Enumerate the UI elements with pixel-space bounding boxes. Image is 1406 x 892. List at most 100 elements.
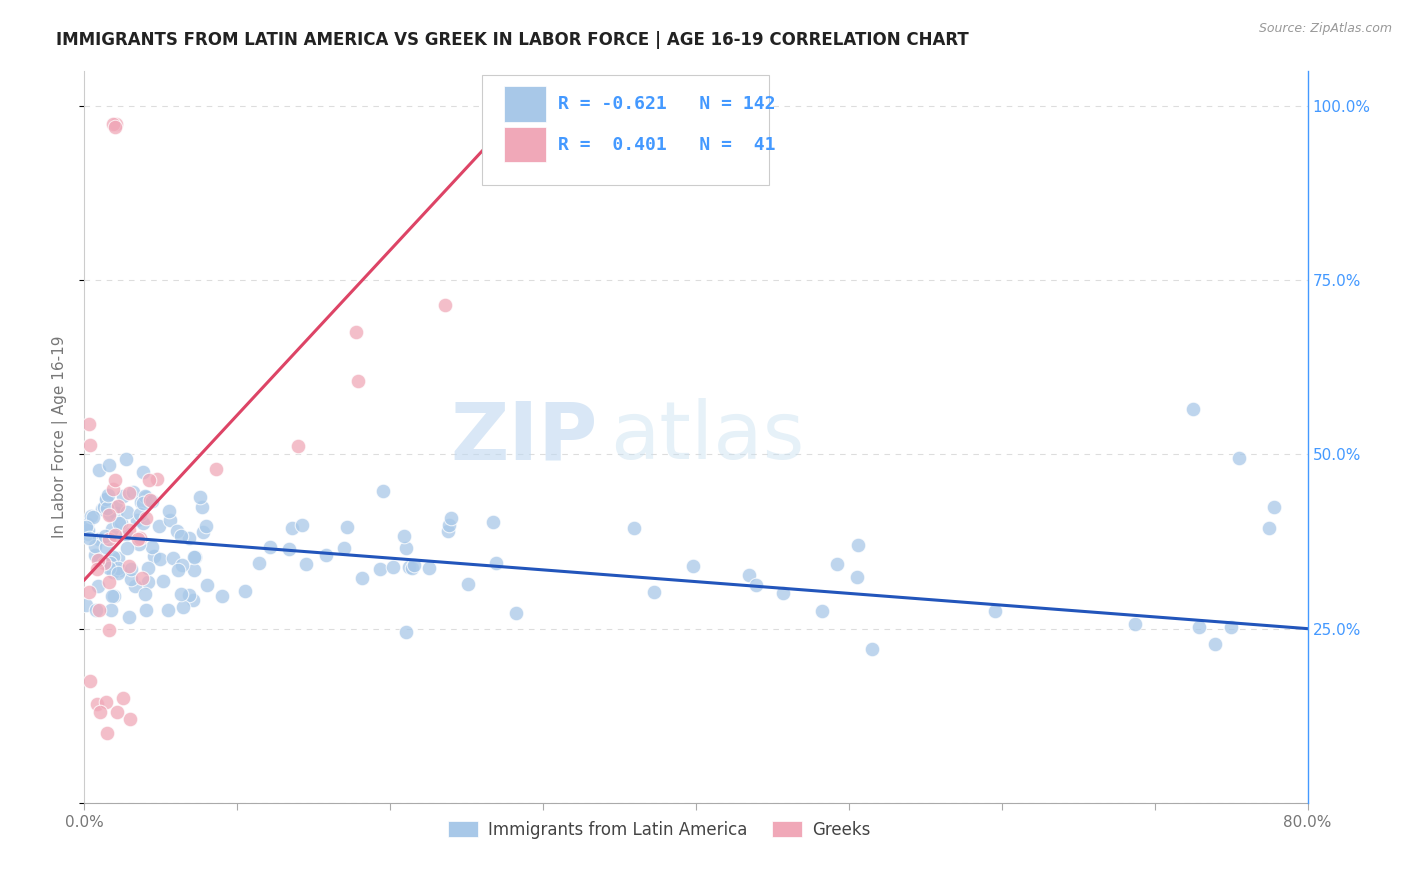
- Point: [98, 556, 121, 570]
- Point: [76, 516, 98, 531]
- Point: [101, 566, 124, 580]
- Point: [77, 532, 100, 546]
- Point: [148, 519, 170, 533]
- Point: [352, 571, 374, 585]
- Point: [170, 558, 193, 572]
- Point: [89, 552, 111, 566]
- Point: [1123, 617, 1146, 632]
- Point: [76, 523, 98, 537]
- Text: atlas: atlas: [610, 398, 804, 476]
- Point: [291, 518, 314, 533]
- Point: [136, 561, 159, 575]
- Point: [103, 549, 125, 564]
- Point: [482, 515, 505, 529]
- Point: [115, 527, 138, 541]
- Point: [89, 463, 111, 477]
- Point: [86, 553, 108, 567]
- Point: [96, 695, 118, 709]
- Point: [104, 561, 127, 575]
- Point: [82, 510, 104, 524]
- Point: [118, 523, 141, 537]
- Point: [86, 562, 108, 576]
- Point: [117, 505, 139, 519]
- FancyBboxPatch shape: [503, 87, 546, 122]
- Point: [846, 570, 869, 584]
- Point: [105, 500, 128, 515]
- Point: [135, 511, 157, 525]
- Point: [485, 556, 508, 570]
- Point: [118, 609, 141, 624]
- Point: [96, 726, 118, 740]
- Point: [77, 527, 100, 541]
- Point: [738, 567, 761, 582]
- Point: [117, 541, 139, 555]
- Point: [141, 494, 163, 508]
- Point: [83, 539, 105, 553]
- Text: ZIP: ZIP: [451, 398, 598, 476]
- Point: [112, 489, 135, 503]
- Point: [142, 549, 165, 564]
- Point: [249, 556, 271, 570]
- Point: [440, 511, 463, 525]
- Point: [105, 117, 128, 131]
- Point: [79, 438, 101, 452]
- Point: [183, 549, 205, 564]
- Point: [129, 531, 152, 545]
- Point: [104, 120, 127, 134]
- Point: [96, 501, 118, 516]
- Point: [1188, 620, 1211, 634]
- Point: [336, 520, 359, 534]
- Point: [382, 560, 405, 574]
- Point: [97, 561, 120, 575]
- Point: [120, 712, 142, 726]
- Point: [190, 500, 212, 514]
- Point: [1181, 402, 1204, 417]
- Legend: Immigrants from Latin America, Greeks: Immigrants from Latin America, Greeks: [441, 814, 877, 846]
- Point: [172, 599, 194, 614]
- Point: [98, 507, 121, 521]
- Point: [118, 559, 141, 574]
- Point: [1263, 500, 1285, 514]
- Point: [105, 506, 128, 520]
- Point: [105, 705, 128, 719]
- Point: [75, 598, 97, 612]
- Point: [152, 574, 174, 588]
- Point: [134, 587, 156, 601]
- Point: [107, 499, 129, 513]
- Point: [149, 551, 172, 566]
- Text: IMMIGRANTS FROM LATIN AMERICA VS GREEK IN LABOR FORCE | AGE 16-19 CORRELATION CH: IMMIGRANTS FROM LATIN AMERICA VS GREEK I…: [56, 31, 969, 49]
- Point: [295, 557, 318, 571]
- Point: [179, 531, 201, 545]
- Point: [128, 508, 150, 522]
- Point: [100, 603, 122, 617]
- Point: [1204, 637, 1226, 651]
- Point: [107, 550, 129, 565]
- Point: [333, 541, 356, 555]
- Point: [195, 578, 218, 592]
- Point: [394, 625, 416, 640]
- Point: [437, 518, 460, 533]
- Point: [128, 537, 150, 551]
- Text: R = -0.621   N = 142: R = -0.621 N = 142: [558, 95, 775, 113]
- Point: [108, 516, 131, 530]
- Point: [84, 549, 107, 563]
- Point: [157, 504, 180, 518]
- Point: [120, 562, 142, 576]
- Point: [111, 691, 134, 706]
- FancyBboxPatch shape: [503, 127, 546, 162]
- Point: [457, 577, 479, 591]
- Point: [103, 589, 125, 603]
- Point: [433, 298, 456, 312]
- Point: [107, 566, 129, 581]
- Point: [159, 513, 181, 527]
- Point: [120, 572, 142, 586]
- Point: [404, 558, 426, 572]
- Point: [118, 485, 141, 500]
- Point: [135, 490, 157, 504]
- Point: [87, 532, 110, 546]
- Point: [211, 590, 233, 604]
- Point: [984, 604, 1007, 618]
- Point: [772, 586, 794, 600]
- Point: [623, 521, 645, 535]
- Point: [139, 493, 162, 508]
